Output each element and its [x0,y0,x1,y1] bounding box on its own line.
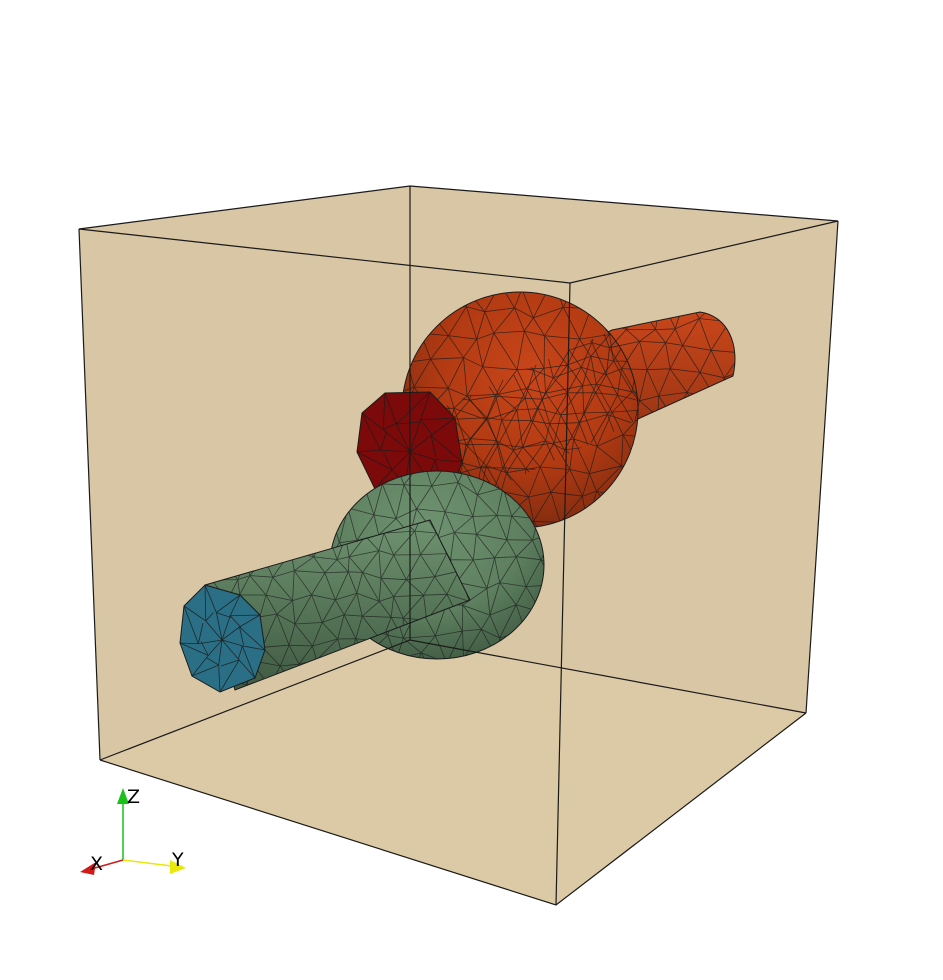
box-edge-front-right [805,220,839,714]
box-edge-front-middle [555,282,571,906]
z-axis-label: Z [127,786,140,808]
box-edge-floor-front [99,712,807,906]
x-axis-label: X [90,853,103,875]
y-axis-arrow [170,860,186,874]
x-axis-arrow [80,862,96,875]
cap-mesh-lines [179,584,266,693]
green-part[interactable] [179,458,583,713]
box-floor-face [100,640,806,905]
bounding-box-edges [78,185,839,906]
box-edge-floor-back [99,639,807,761]
y-axis-label: Y [171,849,184,871]
z-axis-arrow [117,788,129,804]
orientation-axes: Z Y X [80,786,186,875]
blue-cap-mesh [179,584,266,693]
box-edge-front-left [78,228,101,761]
